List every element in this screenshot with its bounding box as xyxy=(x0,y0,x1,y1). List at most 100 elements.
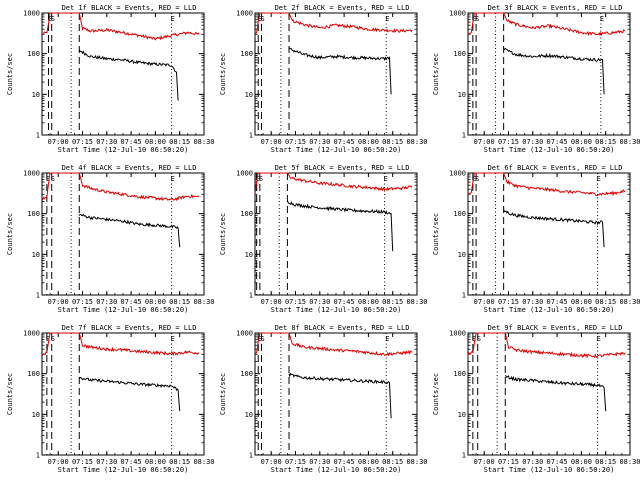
series-line-lld xyxy=(254,332,413,357)
x-tick-label: 08:30 xyxy=(406,138,427,146)
x-tick-label: 08:30 xyxy=(406,298,427,306)
x-tick-label: 08:15 xyxy=(382,138,403,146)
y-tick-label: 1 xyxy=(462,292,466,300)
series-line-lld xyxy=(41,12,200,41)
y-tick-label: 1000 xyxy=(23,330,40,338)
x-tick-label: 08:00 xyxy=(571,298,592,306)
x-tick-label: 07:45 xyxy=(334,298,355,306)
x-tick-label: 07:30 xyxy=(96,458,117,466)
chart-title: Det 3f BLACK = Events, RED = LLD xyxy=(488,4,623,12)
marker-label: E xyxy=(256,175,260,183)
x-tick-label: 08:00 xyxy=(358,458,379,466)
y-tick-label: 100 xyxy=(240,50,253,58)
chart-title: Det 7f BLACK = Events, RED = LLD xyxy=(62,324,197,332)
y-tick-label: 1000 xyxy=(23,10,40,18)
chart-panel-2: Det 2f BLACK = Events, RED = LLD 1 10 100 10… xyxy=(219,4,428,154)
x-tick-label: 08:30 xyxy=(193,138,214,146)
y-tick-label: 100 xyxy=(453,210,466,218)
x-tick-label: 07:45 xyxy=(334,138,355,146)
marker-label: E xyxy=(600,15,604,23)
marker-label: E xyxy=(597,335,601,343)
marker-label: S xyxy=(260,335,264,343)
x-tick-label: 08:00 xyxy=(358,298,379,306)
plot-frame xyxy=(41,172,205,296)
chart-title: Det 5f BLACK = Events, RED = LLD xyxy=(275,164,410,172)
y-tick-label: 1 xyxy=(249,292,253,300)
y-tick-label: 1 xyxy=(36,452,40,460)
plot-frame xyxy=(41,12,205,136)
x-axis-label: Start Time (12-Jul-10 06:50:20) xyxy=(58,306,189,314)
x-tick-label: 08:15 xyxy=(169,298,190,306)
series-line-events xyxy=(288,372,392,419)
x-tick-label: 08:00 xyxy=(358,138,379,146)
x-tick-label: 07:15 xyxy=(72,458,93,466)
marker-label: E xyxy=(257,335,261,343)
y-tick-label: 100 xyxy=(27,50,40,58)
y-tick-label: 1000 xyxy=(449,10,466,18)
x-tick-label: 07:30 xyxy=(522,458,543,466)
series-line-events xyxy=(504,374,607,412)
marker-label: E xyxy=(384,175,388,183)
x-tick-label: 07:15 xyxy=(285,298,306,306)
series-line-lld xyxy=(254,12,413,35)
y-tick-label: 10 xyxy=(245,251,253,259)
y-tick-label: 100 xyxy=(240,210,253,218)
x-tick-label: 08:00 xyxy=(571,138,592,146)
marker-label: E xyxy=(46,175,50,183)
marker-label: E xyxy=(46,335,50,343)
chart-title: Det 2f BLACK = Events, RED = LLD xyxy=(275,4,410,12)
series-line-lld xyxy=(41,332,200,357)
chart-panel-4: Det 4f BLACK = Events, RED = LLD 1 10 100 10… xyxy=(6,164,215,314)
x-tick-label: 07:00 xyxy=(48,298,69,306)
x-axis-label: Start Time (12-Jul-10 06:50:20) xyxy=(58,146,189,154)
series-line-events xyxy=(503,47,605,95)
y-tick-label: 1 xyxy=(36,132,40,140)
y-tick-label: 100 xyxy=(27,210,40,218)
x-axis-label: Start Time (12-Jul-10 06:50:20) xyxy=(484,146,615,154)
marker-label: S xyxy=(51,15,55,23)
y-axis-label: Counts/sec xyxy=(219,53,227,95)
y-tick-label: 1000 xyxy=(449,170,466,178)
y-tick-label: 1000 xyxy=(23,170,40,178)
marker-label: E xyxy=(472,15,476,23)
y-axis-label: Counts/sec xyxy=(6,373,14,415)
chart-panel-5: Det 5f BLACK = Events, RED = LLD 1 10 100 10… xyxy=(219,164,428,314)
y-tick-label: 1000 xyxy=(449,330,466,338)
x-tick-label: 08:15 xyxy=(382,458,403,466)
x-tick-label: 08:30 xyxy=(619,458,640,466)
y-tick-label: 1 xyxy=(249,132,253,140)
y-tick-label: 10 xyxy=(245,411,253,419)
marker-label: E xyxy=(171,175,175,183)
marker-label: E xyxy=(171,335,175,343)
series-line-lld xyxy=(467,172,626,197)
marker-label: E xyxy=(257,15,261,23)
x-tick-label: 08:15 xyxy=(595,458,616,466)
x-tick-label: 07:30 xyxy=(96,138,117,146)
chart-title: Det 4f BLACK = Events, RED = LLD xyxy=(62,164,197,172)
chart-title: Det 8f BLACK = Events, RED = LLD xyxy=(275,324,410,332)
y-tick-label: 10 xyxy=(32,91,40,99)
x-tick-label: 07:30 xyxy=(522,138,543,146)
marker-label: E xyxy=(385,15,389,23)
y-axis-label: Counts/sec xyxy=(6,53,14,95)
series-line-events xyxy=(286,200,394,252)
y-axis-label: Counts/sec xyxy=(432,53,440,95)
y-tick-label: 10 xyxy=(458,91,466,99)
y-tick-label: 1 xyxy=(462,132,466,140)
x-tick-label: 07:45 xyxy=(547,298,568,306)
x-tick-label: 07:15 xyxy=(285,458,306,466)
x-tick-label: 08:30 xyxy=(193,298,214,306)
x-tick-label: 07:45 xyxy=(547,138,568,146)
chart-panel-6: Det 6f BLACK = Events, RED = LLD 1 10 100 10… xyxy=(432,164,640,314)
x-tick-label: 07:45 xyxy=(121,138,142,146)
marker-label: S xyxy=(475,15,479,23)
x-tick-label: 07:15 xyxy=(72,138,93,146)
x-tick-label: 07:15 xyxy=(498,458,519,466)
x-tick-label: 07:30 xyxy=(309,458,330,466)
series-line-events xyxy=(78,213,181,248)
x-tick-label: 07:45 xyxy=(121,458,142,466)
x-tick-label: 07:15 xyxy=(498,138,519,146)
y-axis-label: Counts/sec xyxy=(219,213,227,255)
x-tick-label: 07:00 xyxy=(474,458,495,466)
x-tick-label: 08:00 xyxy=(145,298,166,306)
